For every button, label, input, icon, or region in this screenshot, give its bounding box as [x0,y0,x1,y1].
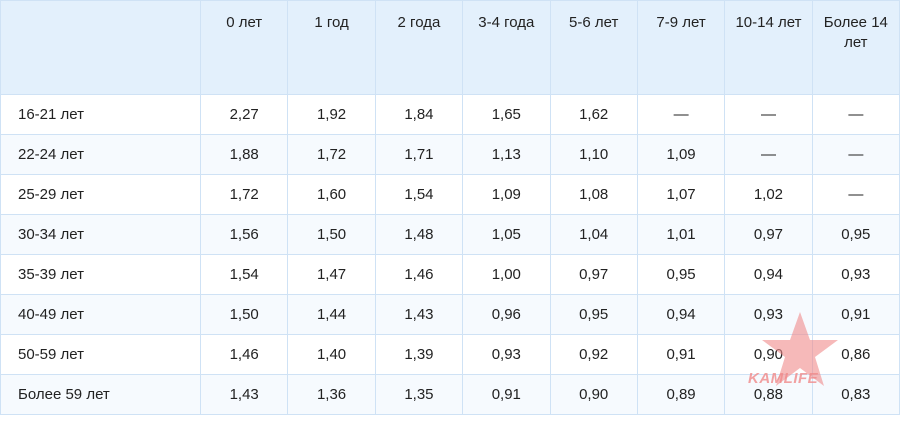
cell: 1,88 [199,134,289,175]
cell: 1,50 [287,214,376,255]
table-row: 35-39 лет 1,54 1,47 1,46 1,00 0,97 0,95 0,94 0,9… [0,254,900,295]
row-label: 25-29 лет [0,174,201,215]
cell: 0,92 [549,334,638,375]
cell: 1,07 [636,174,726,215]
row-label: 50-59 лет [0,334,201,375]
cell: 0,97 [549,254,638,295]
header-cell [0,0,201,95]
cell: 1,47 [287,254,376,295]
cell: 1,72 [287,134,376,175]
cell: 0,89 [636,374,726,415]
cell: 1,65 [462,94,551,135]
table-row: Более 59 лет 1,43 1,36 1,35 0,91 0,90 0,89 0,88… [0,374,900,415]
cell: 1,62 [549,94,638,135]
cell: 1,00 [462,254,551,295]
table-row: 25-29 лет 1,72 1,60 1,54 1,09 1,08 1,07 1,02— [0,174,900,215]
cell: 1,05 [462,214,551,255]
cell: 1,39 [374,334,464,375]
row-label: 30-34 лет [0,214,201,255]
cell: 1,44 [287,294,376,335]
row-label: 16-21 лет [0,94,201,135]
cell: 1,72 [199,174,289,215]
cell: 1,60 [287,174,376,215]
header-row: 0 лет 1 год 2 года 3-4 года 5-6 лет 7-9 лет 10… [0,0,900,95]
row-label: Более 59 лет [0,374,201,415]
cell: 1,43 [374,294,464,335]
cell: 1,54 [199,254,289,295]
cell: 1,04 [549,214,638,255]
cell: 1,43 [199,374,289,415]
row-label: 22-24 лет [0,134,201,175]
cell: 1,01 [636,214,726,255]
cell: 0,94 [724,254,813,295]
cell: — [811,134,900,175]
cell: 0,94 [636,294,726,335]
cell: 1,48 [374,214,464,255]
table-row: 40-49 лет 1,50 1,44 1,43 0,96 0,95 0,94 0,93 0,9… [0,294,900,335]
cell: 1,02 [724,174,813,215]
table-row: 16-21 лет 2,27 1,92 1,84 1,65 1,62— — — [0,94,900,135]
cell: 1,40 [287,334,376,375]
cell: 1,54 [374,174,464,215]
header-cell: 3-4 года [462,0,551,95]
header-cell: 0 лет [199,0,289,95]
cell: 1,46 [199,334,289,375]
cell: 0,90 [549,374,638,415]
cell: 1,36 [287,374,376,415]
header-cell: Более 14 лет [811,0,900,95]
watermark: KAMLIFE [748,370,819,387]
cell: 1,09 [636,134,726,175]
header-cell: 5-6 лет [549,0,638,95]
cell: — [636,94,726,135]
cell: 0,93 [462,334,551,375]
cell: 1,50 [199,294,289,335]
cell: 1,09 [462,174,551,215]
header-cell: 10-14 лет [724,0,813,95]
row-label: 40-49 лет [0,294,201,335]
cell: 1,71 [374,134,464,175]
cell: 1,08 [549,174,638,215]
cell: 0,96 [462,294,551,335]
cell: 0,93 [724,294,813,335]
cell: 2,27 [199,94,289,135]
cell: 1,56 [199,214,289,255]
table-row: 30-34 лет 1,56 1,50 1,48 1,05 1,04 1,01 0,97 0,9… [0,214,900,255]
header-cell: 2 года [374,0,464,95]
cell: 0,95 [811,214,900,255]
cell: 1,10 [549,134,638,175]
cell: — [724,94,813,135]
cell: 0,90 [724,334,813,375]
cell: 0,91 [811,294,900,335]
cell: 1,92 [287,94,376,135]
cell: — [811,94,900,135]
cell: 0,93 [811,254,900,295]
cell: 0,95 [549,294,638,335]
cell: 0,91 [636,334,726,375]
cell: 0,95 [636,254,726,295]
header-cell: 7-9 лет [636,0,726,95]
cell: — [724,134,813,175]
cell: 0,97 [724,214,813,255]
cell: 1,35 [374,374,464,415]
row-label: 35-39 лет [0,254,201,295]
table-row: 22-24 лет 1,88 1,72 1,71 1,13 1,10 1,09— — [0,134,900,175]
cell: 0,86 [811,334,900,375]
table-row: 50-59 лет 1,46 1,40 1,39 0,93 0,92 0,91 0,90 0,8… [0,334,900,375]
table-body: 16-21 лет 2,27 1,92 1,84 1,65 1,62— — —22-24 ле… [0,94,900,415]
cell: 1,46 [374,254,464,295]
header-cell: 1 год [287,0,376,95]
cell: 0,83 [811,374,900,415]
cell: 1,13 [462,134,551,175]
cell: 1,84 [374,94,464,135]
cell: — [811,174,900,215]
cell: 0,91 [462,374,551,415]
